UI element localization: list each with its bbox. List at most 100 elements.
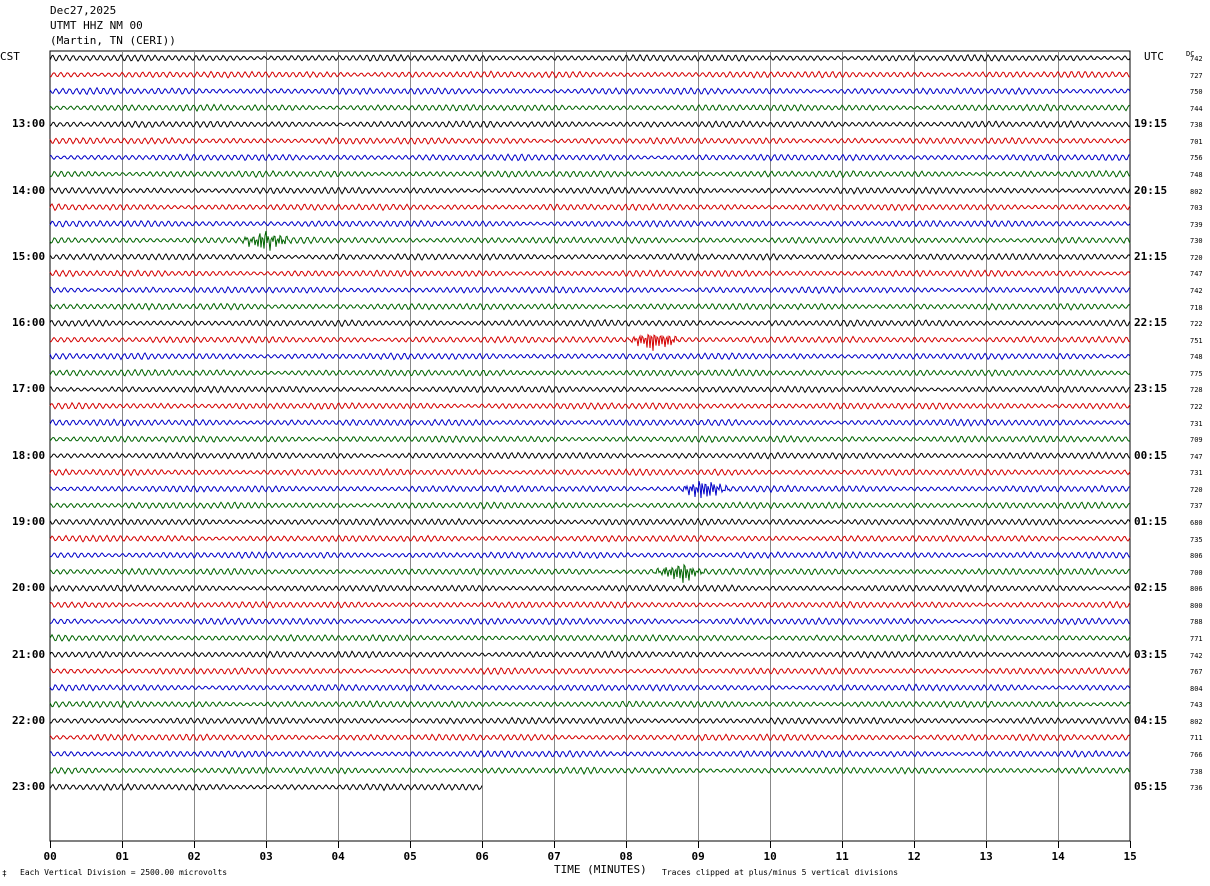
dc-offset-label: 730 [1190,237,1203,246]
seismic-trace [49,749,1131,759]
cst-hour-label: 18:00 [12,448,46,462]
seismic-trace [49,230,1131,251]
seismic-trace [49,136,1131,145]
seismic-trace [49,86,1131,96]
seismic-trace [49,467,1131,477]
seismic-trace [49,103,1131,112]
dc-offset-label: 766 [1190,750,1203,759]
seismic-trace [49,153,1130,162]
utc-hour-label: 03:15 [1134,647,1168,661]
utc-hour-label: 02:15 [1134,581,1168,595]
utc-hour-label: 23:15 [1134,382,1168,396]
seismic-trace [49,252,1131,262]
seismic-trace [49,517,1131,527]
dc-offset-label: 742 [1190,55,1203,63]
dc-offset-label: 775 [1190,369,1203,378]
dc-offset-label: 802 [1190,187,1203,196]
x-tick-label: 02 [187,850,201,863]
seismic-trace [49,401,1131,411]
x-axis-title: TIME (MINUTES) [554,863,647,876]
x-tick-label: 14 [1051,850,1065,863]
x-tick-label: 05 [403,850,417,863]
utc-hour-label: 01:15 [1134,514,1168,528]
seismic-trace [49,70,1131,79]
seismic-trace [49,186,1131,195]
cst-hour-label: 23:00 [12,780,46,794]
clip-note: Traces clipped at plus/minus 5 vertical … [662,868,899,877]
dc-offset-label: 747 [1190,270,1203,279]
dc-offset-label: 727 [1190,71,1203,80]
seismic-trace [49,418,1131,427]
dc-offset-label: 802 [1190,717,1203,726]
seismic-trace [49,683,1131,692]
seismic-trace [49,53,1131,62]
dc-offset-label: 742 [1190,651,1203,660]
cst-hour-label: 17:00 [12,382,46,396]
seismic-trace [49,534,1131,543]
seismic-trace [49,169,1131,179]
cst-hour-label: 20:00 [12,581,46,595]
dc-offset-label: 748 [1190,353,1203,362]
x-tick-label: 07 [547,850,561,863]
seismic-trace [49,368,1131,378]
dc-offset-label: 700 [1190,568,1203,577]
x-tick-label: 04 [331,850,345,863]
seismic-trace [49,716,1131,725]
seismic-trace [49,318,1131,328]
seismic-trace [49,120,1131,129]
seismic-trace [49,202,1131,212]
corner-mark: ‡ [2,869,7,878]
dc-offset-label: 709 [1190,436,1203,445]
seismic-trace [49,600,1131,609]
seismic-trace [49,766,1131,775]
dc-offset-label: 728 [1190,386,1203,395]
x-tick-label: 11 [835,850,849,863]
utc-hour-label: 22:15 [1134,316,1168,330]
x-tick-label: 15 [1123,850,1137,863]
dc-offset-label: 738 [1190,121,1203,130]
cst-hour-label: 16:00 [12,316,46,330]
seismic-trace [49,302,1131,311]
dc-offset-label: 800 [1190,601,1203,610]
seismic-trace [49,333,1131,351]
seismic-trace [49,563,1131,583]
cst-hour-label: 21:00 [12,647,46,661]
dc-offset-label: 744 [1190,104,1203,113]
seismic-trace [49,285,1131,295]
header-date: Dec27,2025 [50,4,117,17]
left-timezone-label: CST [0,50,20,63]
dc-offset-label: 748 [1190,170,1203,179]
dc-offset-label: 731 [1190,419,1203,428]
cst-hour-label: 22:00 [12,713,46,727]
seismic-trace [49,501,1131,510]
dc-offset-label: 720 [1190,485,1203,494]
dc-label: DC [1186,50,1195,58]
utc-hour-label: 00:15 [1134,448,1168,462]
x-tick-label: 00 [43,850,57,863]
dc-offset-label: 731 [1190,469,1203,478]
dc-offset-label: 720 [1190,253,1203,262]
dc-offset-label: 701 [1190,137,1203,146]
scale-note: Each Vertical Division = 2500.00 microvo… [20,868,228,877]
header-location: (Martin, TN (CERI)) [50,34,176,47]
x-tick-label: 12 [907,850,921,863]
x-tick-label: 08 [619,850,633,863]
utc-hour-label: 05:15 [1134,780,1168,794]
dc-offset-label: 751 [1190,336,1203,345]
dc-offset-label: 747 [1190,452,1203,461]
dc-offset-label: 806 [1190,552,1203,561]
utc-hour-label: 21:15 [1134,249,1168,263]
seismic-trace [49,617,1131,626]
dc-offset-label: 680 [1190,518,1203,527]
x-tick-label: 10 [763,850,777,863]
seismic-trace [49,434,1131,444]
dc-offset-label: 767 [1190,668,1203,677]
dc-offset-label: 737 [1190,502,1203,511]
x-tick-label: 13 [979,850,993,863]
utc-hour-label: 19:15 [1134,117,1168,131]
seismic-trace [49,700,1131,709]
seismic-trace [49,633,1131,643]
plot-frame [49,50,1131,842]
dc-offset-label: 804 [1190,684,1203,693]
seismic-trace [49,451,1131,460]
